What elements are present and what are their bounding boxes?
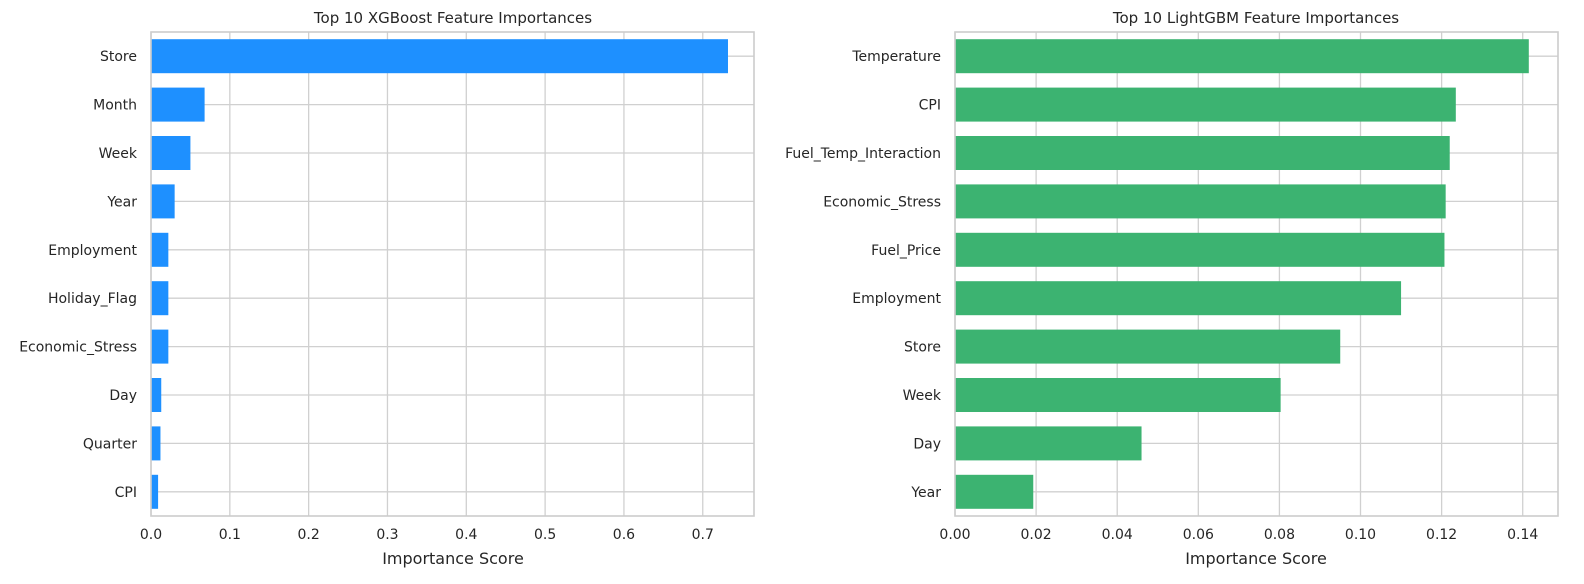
x-tick-label: 0.7	[692, 527, 714, 543]
lightgbm-importance-chart: Top 10 LightGBM Feature Importances Temp…	[785, 9, 1559, 568]
bar	[151, 232, 169, 267]
chart-title: Top 10 LightGBM Feature Importances	[1112, 9, 1399, 27]
x-tick-label: 0.6	[613, 527, 635, 543]
x-tick-label: 0.1	[219, 527, 241, 543]
x-tick-label: 0.02	[1021, 527, 1052, 543]
xgboost-importance-chart: Top 10 XGBoost Feature Importances Store…	[19, 9, 755, 568]
bar	[151, 281, 169, 316]
y-tick-label: Quarter	[83, 436, 137, 452]
x-tick-label: 0.06	[1183, 527, 1214, 543]
y-tick-label: Economic_Stress	[823, 194, 941, 210]
x-axis-label: Importance Score	[382, 549, 524, 568]
x-tick-label: 0.4	[455, 527, 477, 543]
bar	[955, 39, 1529, 74]
y-tick-label: Week	[99, 146, 138, 162]
x-tick-label: 0.2	[298, 527, 320, 543]
x-tick-label: 0.04	[1102, 527, 1133, 543]
bar	[955, 474, 1034, 509]
y-tick-label: Fuel_Price	[871, 243, 941, 259]
y-tick-labels: Temperature CPI Fuel_Temp_Interaction Econo…	[785, 49, 942, 501]
bar	[955, 136, 1450, 170]
bar	[151, 39, 728, 74]
y-tick-label: Month	[93, 98, 137, 114]
bar	[955, 184, 1446, 219]
y-tick-label: Store	[100, 49, 137, 65]
y-tick-label: Store	[904, 340, 941, 356]
bar	[151, 329, 169, 364]
bar	[151, 87, 205, 122]
x-tick-label: 0.3	[376, 527, 398, 543]
x-tick-labels: 0.00 0.02 0.04 0.06 0.08 0.10 0.12 0.14	[939, 527, 1538, 543]
y-tick-label: Temperature	[851, 49, 941, 65]
x-tick-label: 0.0	[140, 527, 162, 543]
y-tick-label: Holiday_Flag	[48, 291, 137, 307]
y-tick-label: Employment	[852, 291, 941, 307]
plot-frame	[954, 31, 1559, 517]
y-tick-label: Year	[910, 485, 941, 501]
x-tick-label: 0.12	[1426, 527, 1457, 543]
x-tick-label: 0.5	[534, 527, 556, 543]
y-tick-label: CPI	[919, 98, 941, 114]
x-tick-label: 0.00	[939, 527, 970, 543]
x-tick-labels: 0.0 0.1 0.2 0.3 0.4 0.5 0.6 0.7	[140, 527, 714, 543]
bar	[151, 426, 161, 461]
x-tick-label: 0.08	[1264, 527, 1295, 543]
y-tick-label: Day	[109, 388, 137, 404]
bar	[151, 136, 191, 170]
y-tick-label: Fuel_Temp_Interaction	[785, 146, 941, 162]
bars	[955, 39, 1529, 509]
bar	[151, 184, 175, 219]
bar	[955, 232, 1445, 267]
y-tick-label: Week	[903, 388, 942, 404]
bar	[151, 474, 159, 509]
x-tick-label: 0.10	[1345, 527, 1376, 543]
y-tick-label: Year	[106, 194, 137, 210]
x-axis-label: Importance Score	[1185, 549, 1327, 568]
bar	[955, 329, 1341, 364]
bars	[151, 39, 728, 509]
y-tick-label: CPI	[115, 485, 137, 501]
bar	[955, 426, 1142, 461]
chart-title: Top 10 XGBoost Feature Importances	[313, 9, 592, 27]
y-tick-label: Economic_Stress	[19, 340, 137, 356]
bar	[955, 378, 1281, 412]
bar	[151, 378, 162, 412]
gridlines	[150, 32, 754, 516]
y-tick-label: Day	[913, 436, 941, 452]
bar	[955, 281, 1402, 316]
y-tick-label: Employment	[48, 243, 137, 259]
x-tick-label: 0.14	[1507, 527, 1538, 543]
plot-frame	[150, 31, 755, 517]
y-tick-labels: Store Month Week Year Employment Holiday_Flag…	[19, 49, 138, 501]
bar	[955, 87, 1456, 122]
